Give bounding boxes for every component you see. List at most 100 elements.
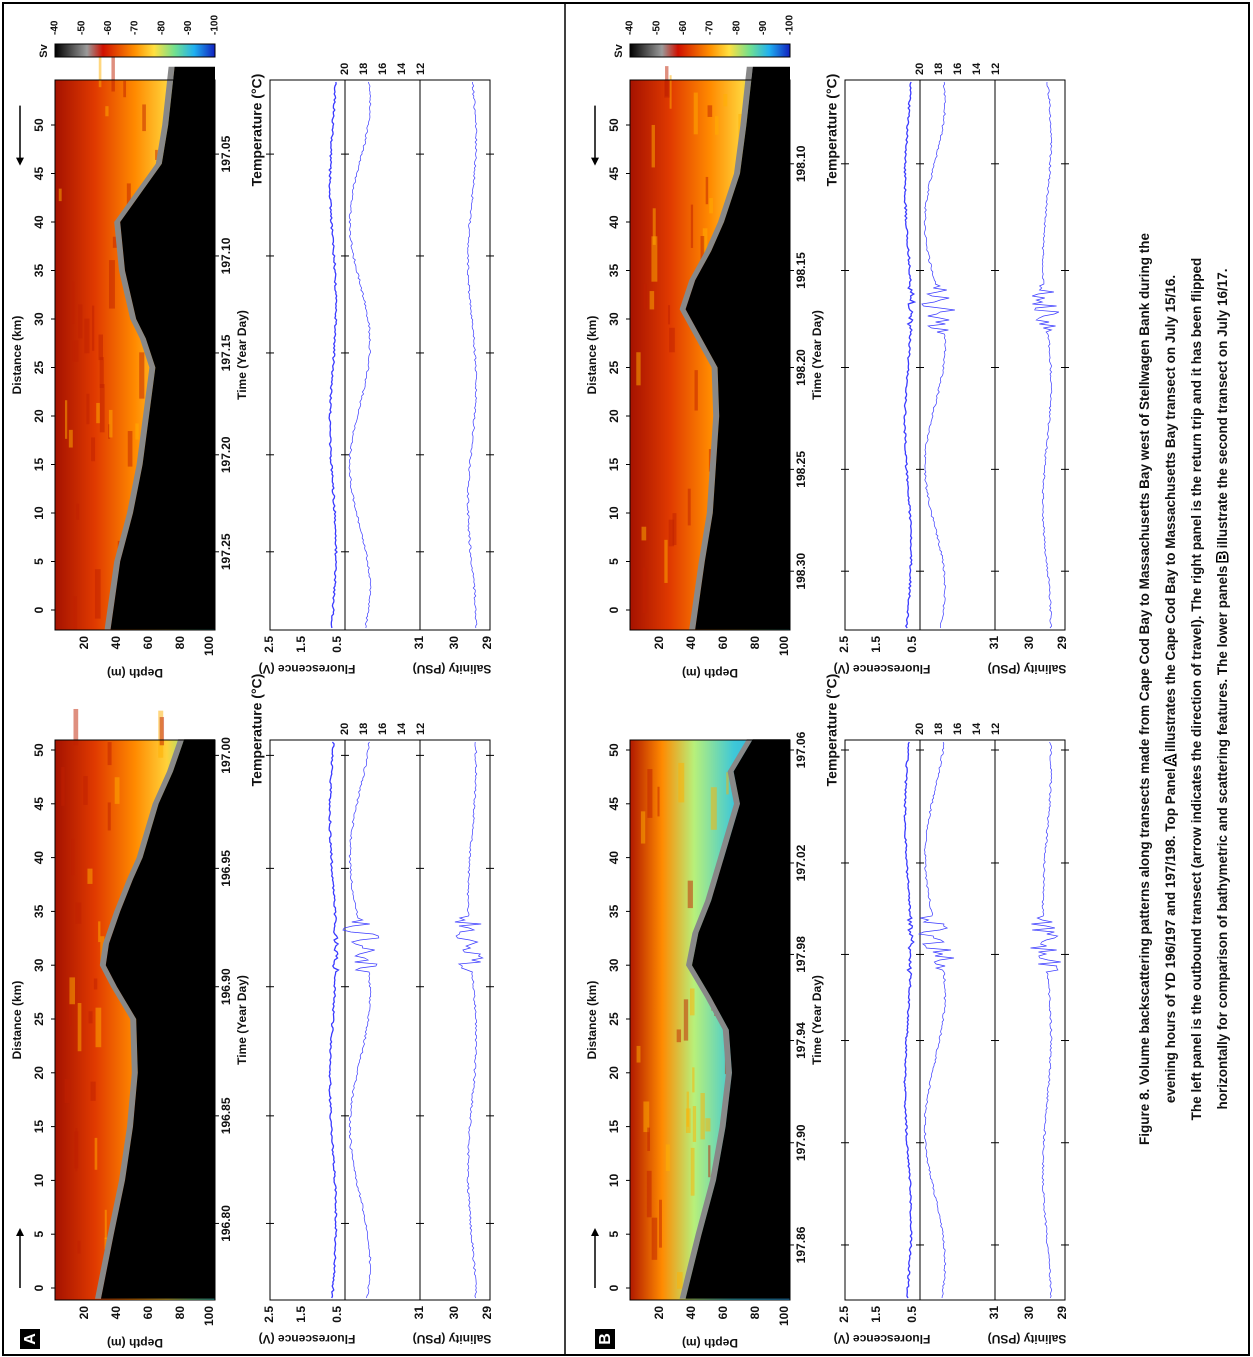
depth-tick-label: 100 xyxy=(202,636,216,656)
depth-tick-label: 80 xyxy=(748,1306,762,1320)
temperature-tick-label: 18 xyxy=(358,723,370,735)
distance-tick-label: 40 xyxy=(607,851,621,865)
colorbar-tick-label: -50 xyxy=(76,20,87,35)
echogram-texture xyxy=(98,921,101,943)
echogram-texture xyxy=(707,105,713,117)
echogram-texture xyxy=(647,769,653,818)
temperature-label: Temperature (°C) xyxy=(824,74,840,187)
echogram-texture xyxy=(692,1067,695,1093)
time-tick-label: 197.25 xyxy=(219,533,233,570)
distance-tick-label: 40 xyxy=(32,851,46,865)
echogram-texture xyxy=(669,327,675,353)
caption-text: Figure 8. Volume backscattering patterns… xyxy=(1137,233,1152,1145)
echogram-texture xyxy=(68,429,73,448)
echogram-texture xyxy=(75,902,82,924)
echogram-texture xyxy=(61,766,65,806)
echogram-border xyxy=(629,79,791,631)
seabed xyxy=(101,739,215,1299)
distance-label: Distance (km) xyxy=(585,981,599,1060)
echogram-texture xyxy=(99,384,105,433)
fluorescence-tick-label: 0.5 xyxy=(905,636,919,653)
echogram-border xyxy=(629,739,791,1301)
profile-trace xyxy=(328,81,338,629)
echogram-texture xyxy=(710,787,717,830)
distance-tick-label: 50 xyxy=(32,743,46,757)
echogram-texture xyxy=(642,567,648,614)
direction-arrowhead xyxy=(591,157,599,166)
colorbar-tick-label: -80 xyxy=(156,20,167,35)
salinity-tick-label: 31 xyxy=(987,636,1001,650)
temperature-tick-label: 20 xyxy=(339,63,351,75)
profile-trace xyxy=(903,741,915,1299)
depth-tick-label: 40 xyxy=(684,636,698,650)
panel-label: B xyxy=(597,1333,614,1345)
colorbar-tick-label: -90 xyxy=(183,20,194,35)
caption-line: horizontally for comparison of bathymetr… xyxy=(1215,269,1230,1110)
distance-tick-label: 50 xyxy=(607,743,621,757)
echogram-texture xyxy=(705,1118,711,1132)
salinity-label: Salinity (PSU) xyxy=(413,1332,492,1346)
depth-tick-label: 100 xyxy=(777,1306,791,1326)
fluorescence-tick-label: 2.5 xyxy=(837,636,851,653)
distance-tick-label: 30 xyxy=(607,312,621,326)
distance-label: Distance (km) xyxy=(10,316,24,395)
distance-tick-label: 15 xyxy=(607,458,621,472)
depth-tick-label: 20 xyxy=(77,636,91,650)
colorbar xyxy=(54,43,216,58)
echogram-texture xyxy=(83,776,88,805)
time-label: Time (Year Day) xyxy=(810,310,824,400)
echogram-texture xyxy=(687,488,691,526)
distance-tick-label: 30 xyxy=(32,958,46,972)
echogram-texture xyxy=(127,431,133,467)
temperature-tick-label: 18 xyxy=(933,63,945,75)
salinity-label: Salinity (PSU) xyxy=(988,662,1067,676)
distance-tick-label: 45 xyxy=(607,167,621,181)
echogram-texture xyxy=(90,1081,96,1101)
temperature-tick-label: 20 xyxy=(339,723,351,735)
echogram-texture xyxy=(107,742,112,766)
seabed-scatter xyxy=(104,66,175,630)
depth-tick-label: 20 xyxy=(77,1306,91,1320)
distance-tick-label: 20 xyxy=(32,409,46,423)
distance-tick-label: 25 xyxy=(607,361,621,375)
echogram-texture xyxy=(126,183,131,206)
fluorescence-tick-label: 0.5 xyxy=(330,636,344,653)
echogram-texture xyxy=(98,334,103,361)
time-label: Time (Year Day) xyxy=(235,975,249,1065)
echogram-texture xyxy=(159,717,165,746)
echogram-texture xyxy=(708,1145,711,1178)
distance-tick-label: 10 xyxy=(607,506,621,520)
distance-tick-label: 5 xyxy=(32,1231,46,1238)
echogram-texture xyxy=(114,777,120,804)
distance-tick-label: 5 xyxy=(32,558,46,565)
echogram-texture xyxy=(87,868,93,884)
echogram-texture xyxy=(709,198,713,214)
depth-label: Depth (m) xyxy=(682,1336,738,1350)
salinity-tick-label: 30 xyxy=(447,636,461,650)
time-tick-label: 198.15 xyxy=(794,252,808,289)
echogram-texture xyxy=(636,352,641,386)
echogram-texture xyxy=(107,802,111,831)
echogram-texture xyxy=(690,1147,695,1196)
profile-trace xyxy=(348,81,372,629)
distance-tick-label: 35 xyxy=(607,264,621,278)
echogram-texture xyxy=(687,880,693,909)
caption-line: evening hours of YD 196/197 and 197/198.… xyxy=(1163,275,1178,1103)
profile-trace xyxy=(328,741,340,1299)
temperature-tick-label: 12 xyxy=(415,63,427,75)
echogram-texture xyxy=(652,208,656,245)
echogram-texture xyxy=(714,116,719,135)
colorbar-tick-label: -70 xyxy=(705,20,716,35)
distance-label: Distance (km) xyxy=(10,981,24,1060)
temperature-tick-label: 12 xyxy=(415,723,427,735)
profile-trace xyxy=(921,81,955,629)
depth-tick-label: 60 xyxy=(716,636,730,650)
echogram-texture xyxy=(683,999,689,1041)
distance-tick-label: 5 xyxy=(607,558,621,565)
depth-label: Depth (m) xyxy=(107,666,163,680)
temperature-tick-label: 14 xyxy=(396,62,408,75)
salinity-tick-label: 29 xyxy=(480,636,494,650)
echogram-texture xyxy=(77,1003,82,1052)
echogram-texture xyxy=(99,357,104,388)
